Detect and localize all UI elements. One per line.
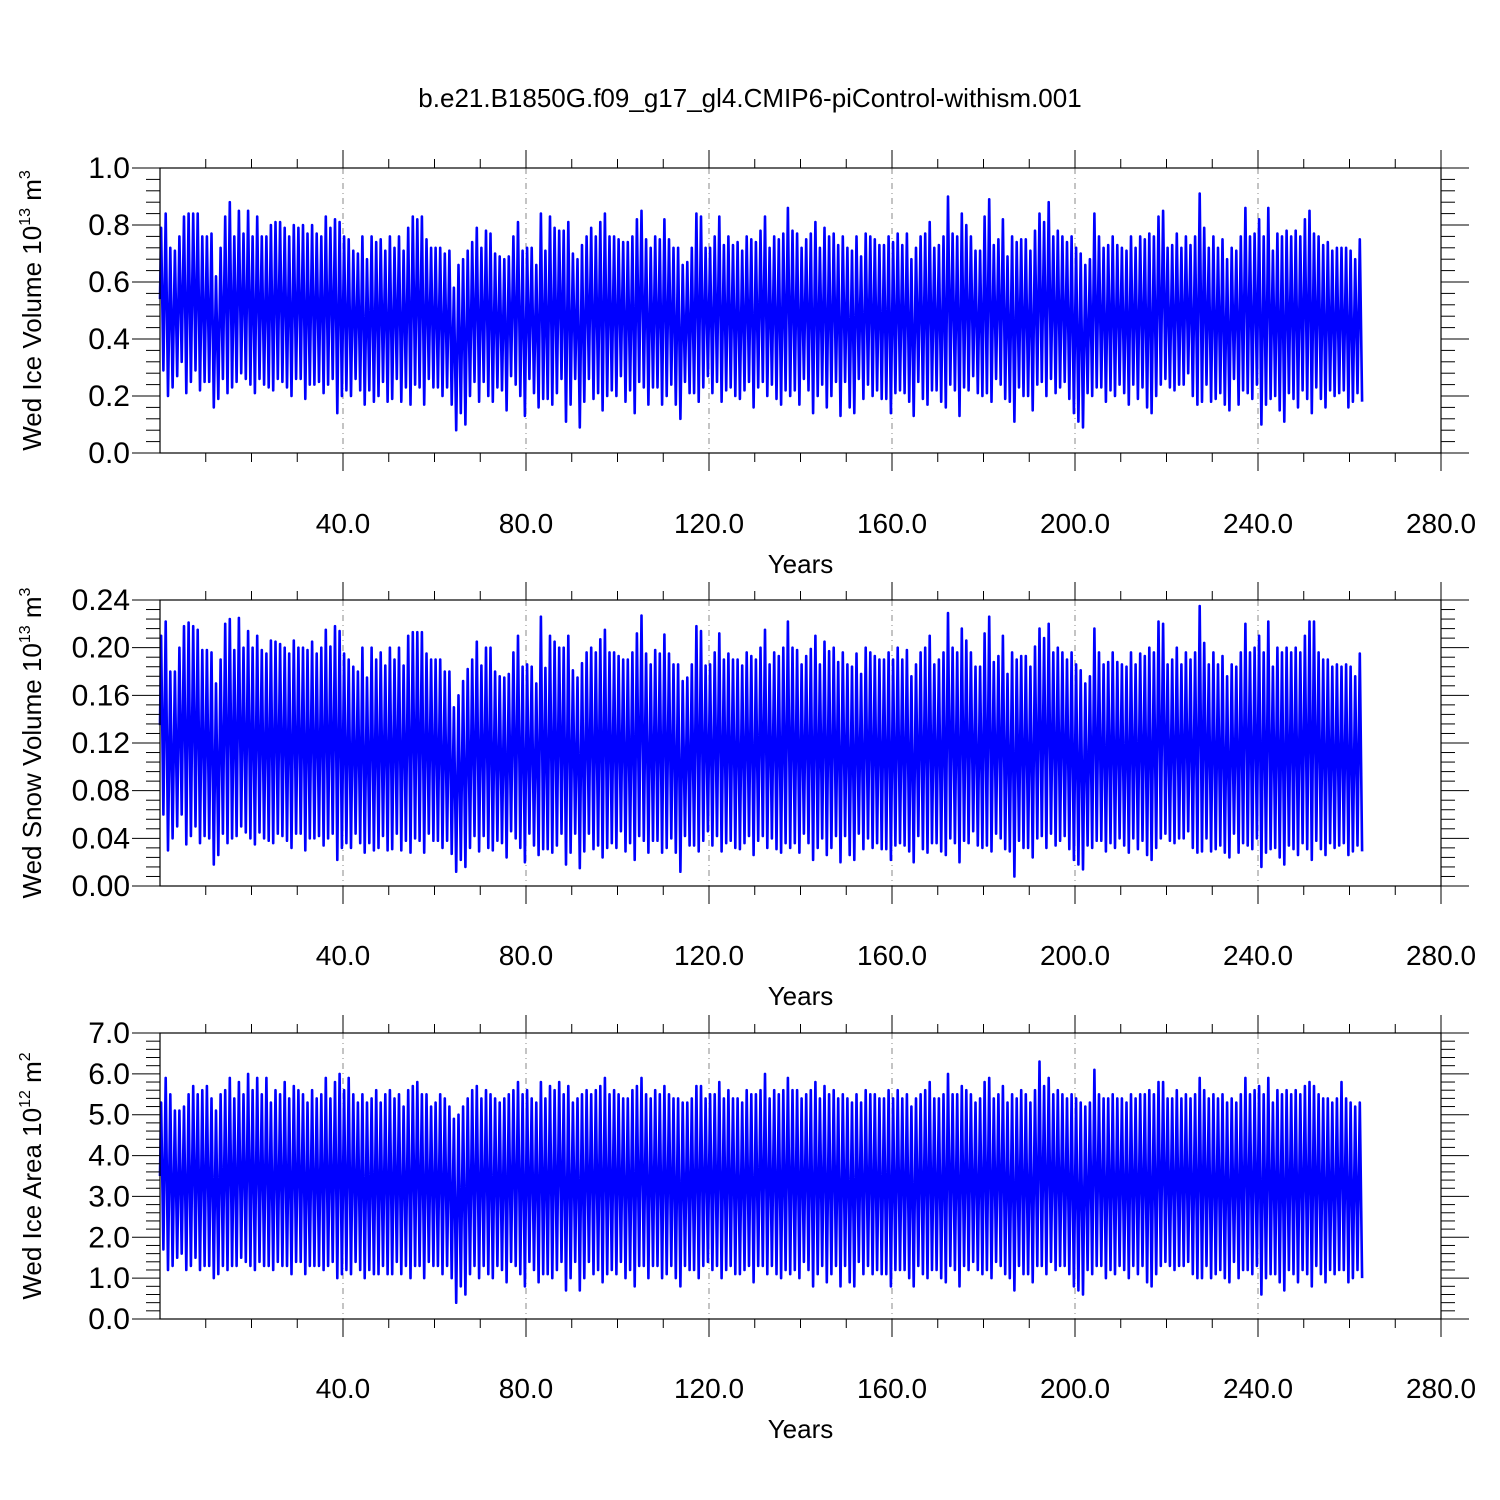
y-tick-label: 0.2 xyxy=(88,380,130,413)
y-axis-label-main: Wed Ice Area 10 xyxy=(17,1108,47,1300)
y-tick-label: 7.0 xyxy=(88,1017,130,1050)
y-axis-label-exponent: 13 xyxy=(17,208,34,226)
chart-panel-1: 40.0 80.0 120.0 160.0 200.0 240.0 280.0 0.0 0.2 0… xyxy=(17,150,1476,579)
y-axis-label-unit-exponent: 2 xyxy=(17,1052,34,1061)
x-tick-label: 80.0 xyxy=(499,508,554,539)
x-tick-label: 280.0 xyxy=(1406,508,1476,539)
y-axis-label-main: Wed Ice Volume 10 xyxy=(17,226,47,451)
data-series-line xyxy=(158,604,1364,878)
x-tick-label: 200.0 xyxy=(1040,940,1110,971)
x-tick-label: 120.0 xyxy=(674,508,744,539)
y-axis-label-unit: m xyxy=(17,596,47,625)
y-axis-label-exponent: 13 xyxy=(17,625,34,643)
x-tick-label: 40.0 xyxy=(316,1373,371,1404)
y-tick-label: 0.24 xyxy=(72,584,130,617)
data-series-line xyxy=(158,1060,1364,1304)
x-tick-label: 40.0 xyxy=(316,508,371,539)
y-axis-label: Wed Ice Area 1012 m2 xyxy=(17,1052,47,1299)
y-axis-label-exponent: 12 xyxy=(17,1090,34,1108)
x-tick-label: 120.0 xyxy=(674,1373,744,1404)
y-axis-label-unit-exponent: 3 xyxy=(17,170,34,179)
x-tick-label: 80.0 xyxy=(499,1373,554,1404)
x-axis-label: Years xyxy=(768,981,834,1011)
x-tick-label: 160.0 xyxy=(857,940,927,971)
y-axis-label-main: Wed Snow Volume 10 xyxy=(17,643,47,898)
x-tick-label: 240.0 xyxy=(1223,1373,1293,1404)
y-tick-label: 6.0 xyxy=(88,1058,130,1091)
x-tick-label: 40.0 xyxy=(316,940,371,971)
y-tick-label: 2.0 xyxy=(88,1221,130,1254)
y-axis-label: Wed Snow Volume 1013 m3 xyxy=(17,587,47,898)
x-tick-label: 240.0 xyxy=(1223,940,1293,971)
y-tick-label: 5.0 xyxy=(88,1099,130,1132)
y-axis-label-unit: m xyxy=(17,1061,47,1090)
y-tick-label: 0.4 xyxy=(88,323,130,356)
x-axis-label: Years xyxy=(768,1414,834,1444)
y-tick-label: 1.0 xyxy=(88,1262,130,1295)
y-tick-label: 0.8 xyxy=(88,209,130,242)
y-tick-label: 0.08 xyxy=(72,775,130,808)
y-tick-label: 0.0 xyxy=(88,437,130,470)
x-tick-label: 200.0 xyxy=(1040,508,1110,539)
x-tick-label: 280.0 xyxy=(1406,940,1476,971)
x-tick-label: 240.0 xyxy=(1223,508,1293,539)
data-series-line xyxy=(158,192,1364,432)
chart-panel-2: 40.0 80.0 120.0 160.0 200.0 240.0 280.0 0.00 0.0… xyxy=(17,582,1476,1011)
y-tick-label: 0.16 xyxy=(72,679,130,712)
x-tick-label: 80.0 xyxy=(499,940,554,971)
y-tick-label: 0.0 xyxy=(88,1303,130,1336)
chart-panel-3: 40.0 80.0 120.0 160.0 200.0 240.0 280.0 0.0 1.0 2… xyxy=(17,1015,1476,1444)
y-tick-label: 0.6 xyxy=(88,266,130,299)
x-tick-label: 200.0 xyxy=(1040,1373,1110,1404)
y-axis-label-unit: m xyxy=(17,179,47,208)
y-tick-label: 4.0 xyxy=(88,1140,130,1173)
y-axis-label: Wed Ice Volume 1013 m3 xyxy=(17,170,47,451)
x-tick-label: 160.0 xyxy=(857,508,927,539)
y-tick-label: 1.0 xyxy=(88,152,130,185)
y-tick-label: 3.0 xyxy=(88,1180,130,1213)
y-tick-label: 0.20 xyxy=(72,632,130,665)
y-axis-label-unit-exponent: 3 xyxy=(17,587,34,596)
y-tick-label: 0.00 xyxy=(72,870,130,903)
y-tick-label: 0.12 xyxy=(72,727,130,760)
x-tick-label: 280.0 xyxy=(1406,1373,1476,1404)
figure-title: b.e21.B1850G.f09_g17_gl4.CMIP6-piControl… xyxy=(418,83,1081,113)
x-axis-label: Years xyxy=(768,549,834,579)
y-tick-label: 0.04 xyxy=(72,822,130,855)
x-tick-label: 120.0 xyxy=(674,940,744,971)
x-tick-label: 160.0 xyxy=(857,1373,927,1404)
panels: 40.0 80.0 120.0 160.0 200.0 240.0 280.00.00.20… xyxy=(17,150,1476,1444)
